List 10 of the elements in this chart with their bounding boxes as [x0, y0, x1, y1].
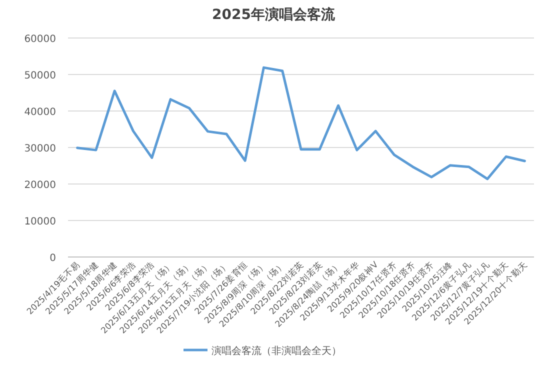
- line-series: [76, 66, 526, 180]
- y-tick-label: 10000: [24, 216, 56, 228]
- legend-label: 演唱会客流（非演唱会全天）: [212, 345, 342, 357]
- y-tick-label: 30000: [24, 144, 56, 154]
- y-tick-label: 20000: [24, 180, 56, 191]
- y-tick-label: 50000: [24, 70, 56, 82]
- y-tick-label: 40000: [24, 107, 56, 118]
- y-tick-label: 0: [50, 253, 56, 264]
- chart-title: 2025年演唱会客流: [212, 6, 336, 23]
- y-tick-label: 60000: [24, 34, 56, 45]
